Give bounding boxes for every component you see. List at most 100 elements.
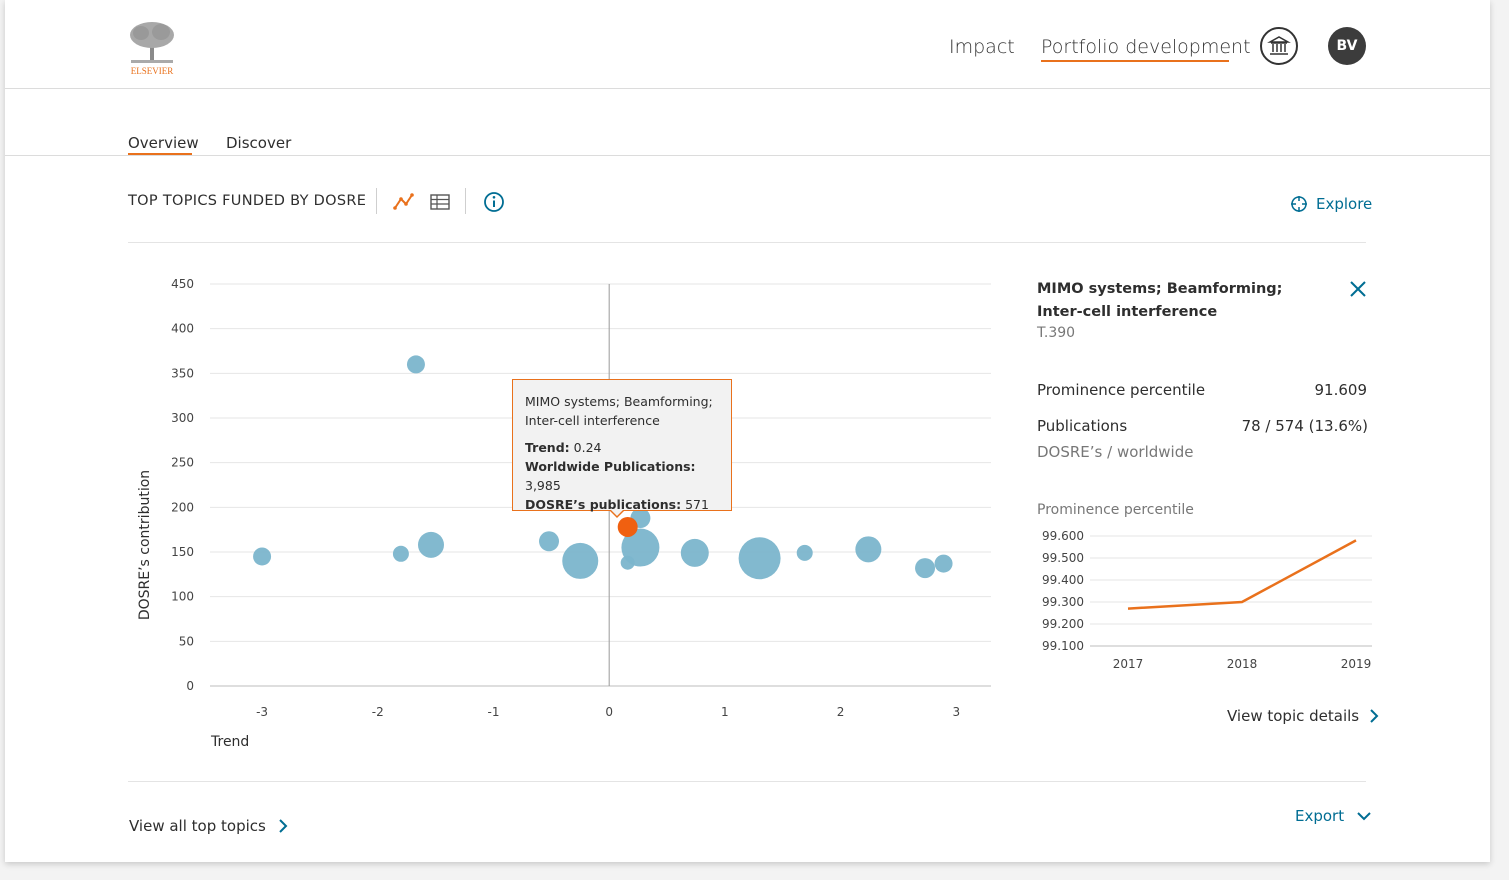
avatar-initials: BV (1336, 38, 1358, 54)
detail-title: MIMO systems; Beamforming; Inter-cell in… (1037, 281, 1283, 320)
topic-bubble (738, 537, 781, 580)
info-button[interactable] (483, 191, 505, 213)
topic-bubble (796, 544, 813, 561)
section-divider-bottom (128, 781, 1366, 782)
y-tick-label: 350 (171, 366, 194, 380)
view-all-topics-label: View all top topics (129, 817, 266, 835)
institution-icon (1267, 36, 1291, 55)
user-avatar[interactable]: BV (1328, 27, 1366, 65)
tabs-divider (5, 155, 1490, 156)
y-tick-label: 99.600 (1042, 529, 1084, 543)
y-tick-label: 400 (171, 322, 194, 336)
x-tick-label: 3 (952, 705, 960, 719)
export-label: Export (1295, 807, 1345, 825)
divider (465, 188, 466, 214)
selected-topic-bubble (617, 516, 638, 537)
tooltip-dosre-label: DOSRE’s publications: (525, 497, 682, 512)
topic-bubble (680, 538, 709, 567)
chevron-right-icon (279, 819, 288, 833)
tab-overview[interactable]: Overview (128, 134, 199, 152)
topic-bubble (621, 528, 660, 567)
export-button[interactable]: Export (1295, 807, 1372, 825)
header-divider (5, 88, 1490, 89)
table-icon (430, 194, 450, 210)
nav-active-indicator (1041, 60, 1229, 62)
y-tick-label: 150 (171, 545, 194, 559)
publications-sub: DOSRE’s / worldwide (1037, 443, 1194, 461)
tooltip-worldwide: Worldwide Publications: 3,985 (525, 457, 719, 495)
prominence-line-chart[interactable]: Prominence percentile 99.600 99.500 99.400 9… (1030, 495, 1375, 680)
close-icon (1350, 281, 1366, 297)
y-tick-label: 99.300 (1042, 595, 1084, 609)
prominence-label: Prominence percentile (1037, 381, 1206, 399)
y-tick-label: 300 (171, 411, 194, 425)
tooltip-trend: Trend: 0.24 (525, 438, 719, 457)
topic-bubble (915, 558, 936, 579)
section-divider-top (128, 242, 1366, 243)
x-tick-label: 2 (837, 705, 845, 719)
divider (376, 188, 377, 214)
y-tick-label: 99.100 (1042, 639, 1084, 653)
tab-discover[interactable]: Discover (226, 134, 292, 152)
tooltip-trend-label: Trend: (525, 440, 570, 455)
bubble-chart[interactable]: 450 400 350 300 250 200 150 100 50 0 -3 -2 -1 0 1 2 3 Tre… (125, 260, 1005, 760)
publications-label: Publications (1037, 417, 1128, 435)
publications-value: 78 / 574 (13.6%) (1241, 417, 1368, 435)
logo-text: ELSEVIER (130, 66, 174, 76)
nav-portfolio-development[interactable]: Portfolio development (1041, 36, 1251, 58)
tooltip-ww-value: 3,985 (525, 478, 561, 493)
close-detail-button[interactable] (1348, 279, 1368, 299)
topic-bubble (392, 545, 409, 562)
prominence-value: 91.609 (1314, 381, 1368, 399)
explore-label: Explore (1316, 195, 1373, 213)
y-tick-label: 450 (171, 277, 194, 291)
chevron-down-icon (1357, 812, 1371, 821)
x-axis-label: Trend (210, 734, 249, 750)
x-tick-label: 1 (721, 705, 729, 719)
tooltip-ww-label: Worldwide Publications: (525, 459, 696, 474)
x-tick-label: 2019 (1341, 657, 1372, 671)
chart-view-button[interactable] (393, 192, 415, 212)
y-tick-label: 99.500 (1042, 551, 1084, 565)
prominence-series-line (1127, 539, 1357, 610)
view-topic-details-label: View topic details (1227, 707, 1360, 725)
y-tick-label: 99.400 (1042, 573, 1084, 587)
topic-bubble (417, 531, 444, 558)
topic-bubble (539, 531, 560, 552)
chart-tooltip: MIMO systems; Beamforming; Inter-cell in… (512, 379, 732, 512)
topic-bubble (855, 536, 882, 563)
x-tick-label: -2 (372, 705, 384, 719)
app-frame: ELSEVIER Impact Portfolio development BV… (5, 0, 1490, 862)
crosshair-icon (1291, 196, 1307, 212)
explore-button[interactable]: Explore (1290, 193, 1372, 215)
tooltip-title: MIMO systems; Beamforming; Inter-cell in… (525, 394, 713, 428)
tooltip-dosre-value: 571 (685, 497, 709, 512)
x-tick-label: -1 (487, 705, 499, 719)
y-tick-label: 0 (186, 679, 194, 693)
topic-id: T.390 (1037, 325, 1076, 341)
x-tick-label: 0 (605, 705, 613, 719)
topic-bubble (934, 554, 953, 573)
x-tick-label: 2018 (1227, 657, 1258, 671)
info-icon (484, 192, 504, 212)
topic-bubble (562, 542, 599, 579)
elsevier-logo[interactable]: ELSEVIER (127, 20, 177, 76)
view-topic-details-link[interactable]: View topic details (1227, 707, 1379, 725)
x-tick-label: -3 (256, 705, 268, 719)
tooltip-trend-value: 0.24 (573, 440, 602, 455)
table-view-button[interactable] (430, 193, 450, 211)
y-tick-label: 100 (171, 590, 194, 604)
view-all-topics-link[interactable]: View all top topics (129, 817, 288, 835)
tab-active-indicator (128, 153, 192, 156)
line-chart-title: Prominence percentile (1037, 502, 1194, 518)
line-chart-icon (393, 193, 414, 210)
y-axis-label: DOSRE’s contribution (137, 470, 153, 620)
nav-impact[interactable]: Impact (949, 36, 1015, 58)
y-tick-label: 200 (171, 500, 194, 514)
y-tick-label: 99.200 (1042, 617, 1084, 631)
y-tick-label: 250 (171, 456, 194, 470)
x-tick-label: 2017 (1113, 657, 1144, 671)
tooltip-arrow-fill (610, 509, 624, 516)
tree-logo-icon (130, 22, 174, 63)
institution-button[interactable] (1260, 27, 1298, 65)
